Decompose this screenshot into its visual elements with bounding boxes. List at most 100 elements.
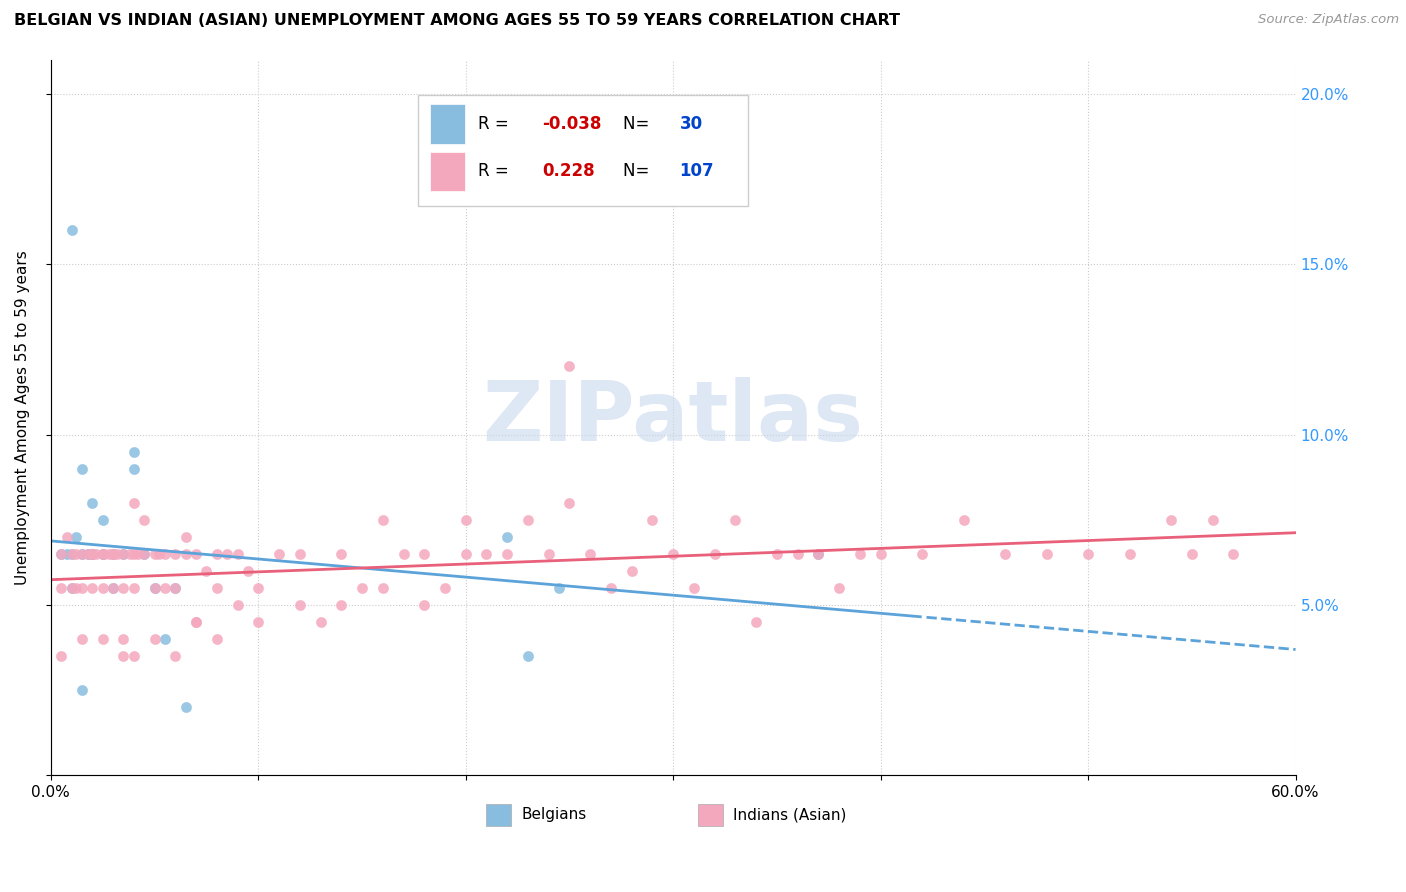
Point [184, 615, 207, 629]
Point [51, 547, 73, 561]
Point [184, 615, 207, 629]
Point [217, 547, 239, 561]
Point [70, 461, 93, 475]
FancyBboxPatch shape [430, 104, 465, 144]
Point [148, 547, 170, 561]
Point [1118, 547, 1140, 561]
Point [60, 581, 83, 595]
Point [91, 581, 114, 595]
Point [77, 547, 100, 561]
Point [195, 564, 218, 578]
Point [112, 581, 135, 595]
Point [91, 547, 114, 561]
Point [454, 547, 477, 561]
Point [165, 649, 187, 664]
Point [70, 683, 93, 698]
Point [101, 547, 124, 561]
Point [537, 547, 560, 561]
Point [1077, 547, 1099, 561]
Point [236, 564, 259, 578]
Point [226, 598, 249, 612]
Point [60, 547, 83, 561]
Point [309, 615, 332, 629]
Point [122, 547, 145, 561]
Point [51, 649, 73, 664]
Point [350, 581, 373, 595]
Point [1035, 547, 1057, 561]
Point [371, 581, 394, 595]
Point [153, 547, 176, 561]
Point [807, 547, 830, 561]
Point [112, 649, 135, 664]
Point [205, 581, 228, 595]
Text: ZIPatlas: ZIPatlas [482, 377, 863, 458]
Point [911, 547, 934, 561]
Point [1222, 547, 1244, 561]
Point [91, 547, 114, 561]
Point [56, 547, 79, 561]
Point [143, 581, 166, 595]
Point [122, 461, 145, 475]
Point [952, 513, 974, 527]
Point [118, 547, 141, 561]
Text: Source: ZipAtlas.com: Source: ZipAtlas.com [1258, 13, 1399, 27]
Point [82, 547, 104, 561]
Text: N=: N= [623, 162, 655, 180]
Point [413, 598, 436, 612]
FancyBboxPatch shape [430, 153, 465, 192]
Point [60, 581, 83, 595]
Point [828, 581, 851, 595]
Text: N=: N= [623, 115, 655, 133]
Point [641, 513, 664, 527]
Point [579, 547, 602, 561]
Point [112, 547, 135, 561]
Point [91, 513, 114, 527]
Point [97, 547, 120, 561]
Point [82, 496, 104, 510]
Point [112, 547, 135, 561]
Point [143, 581, 166, 595]
Point [288, 598, 311, 612]
Point [288, 547, 311, 561]
Text: 30: 30 [679, 115, 703, 133]
Point [174, 530, 197, 544]
Point [153, 581, 176, 595]
Point [82, 547, 104, 561]
Point [475, 547, 498, 561]
FancyBboxPatch shape [418, 95, 748, 206]
Text: R =: R = [478, 162, 513, 180]
Point [174, 700, 197, 714]
Point [165, 581, 187, 595]
Point [91, 547, 114, 561]
Point [105, 547, 128, 561]
Point [724, 513, 747, 527]
Point [1160, 513, 1182, 527]
Point [205, 547, 228, 561]
Point [807, 547, 830, 561]
Point [122, 444, 145, 458]
Text: -0.038: -0.038 [543, 115, 602, 133]
Point [51, 581, 73, 595]
Point [454, 513, 477, 527]
Point [620, 564, 643, 578]
Point [994, 547, 1017, 561]
Point [226, 547, 249, 561]
Point [434, 581, 457, 595]
Point [101, 547, 124, 561]
Point [153, 632, 176, 646]
Point [122, 649, 145, 664]
Point [745, 615, 768, 629]
Point [662, 547, 685, 561]
Point [65, 530, 87, 544]
Point [371, 513, 394, 527]
Point [517, 513, 540, 527]
Point [517, 649, 540, 664]
Point [1181, 547, 1204, 561]
Point [70, 547, 93, 561]
Point [413, 547, 436, 561]
Point [91, 632, 114, 646]
Text: BELGIAN VS INDIAN (ASIAN) UNEMPLOYMENT AMONG AGES 55 TO 59 YEARS CORRELATION CHA: BELGIAN VS INDIAN (ASIAN) UNEMPLOYMENT A… [14, 13, 900, 29]
Point [849, 547, 872, 561]
Point [165, 581, 187, 595]
Point [91, 547, 114, 561]
